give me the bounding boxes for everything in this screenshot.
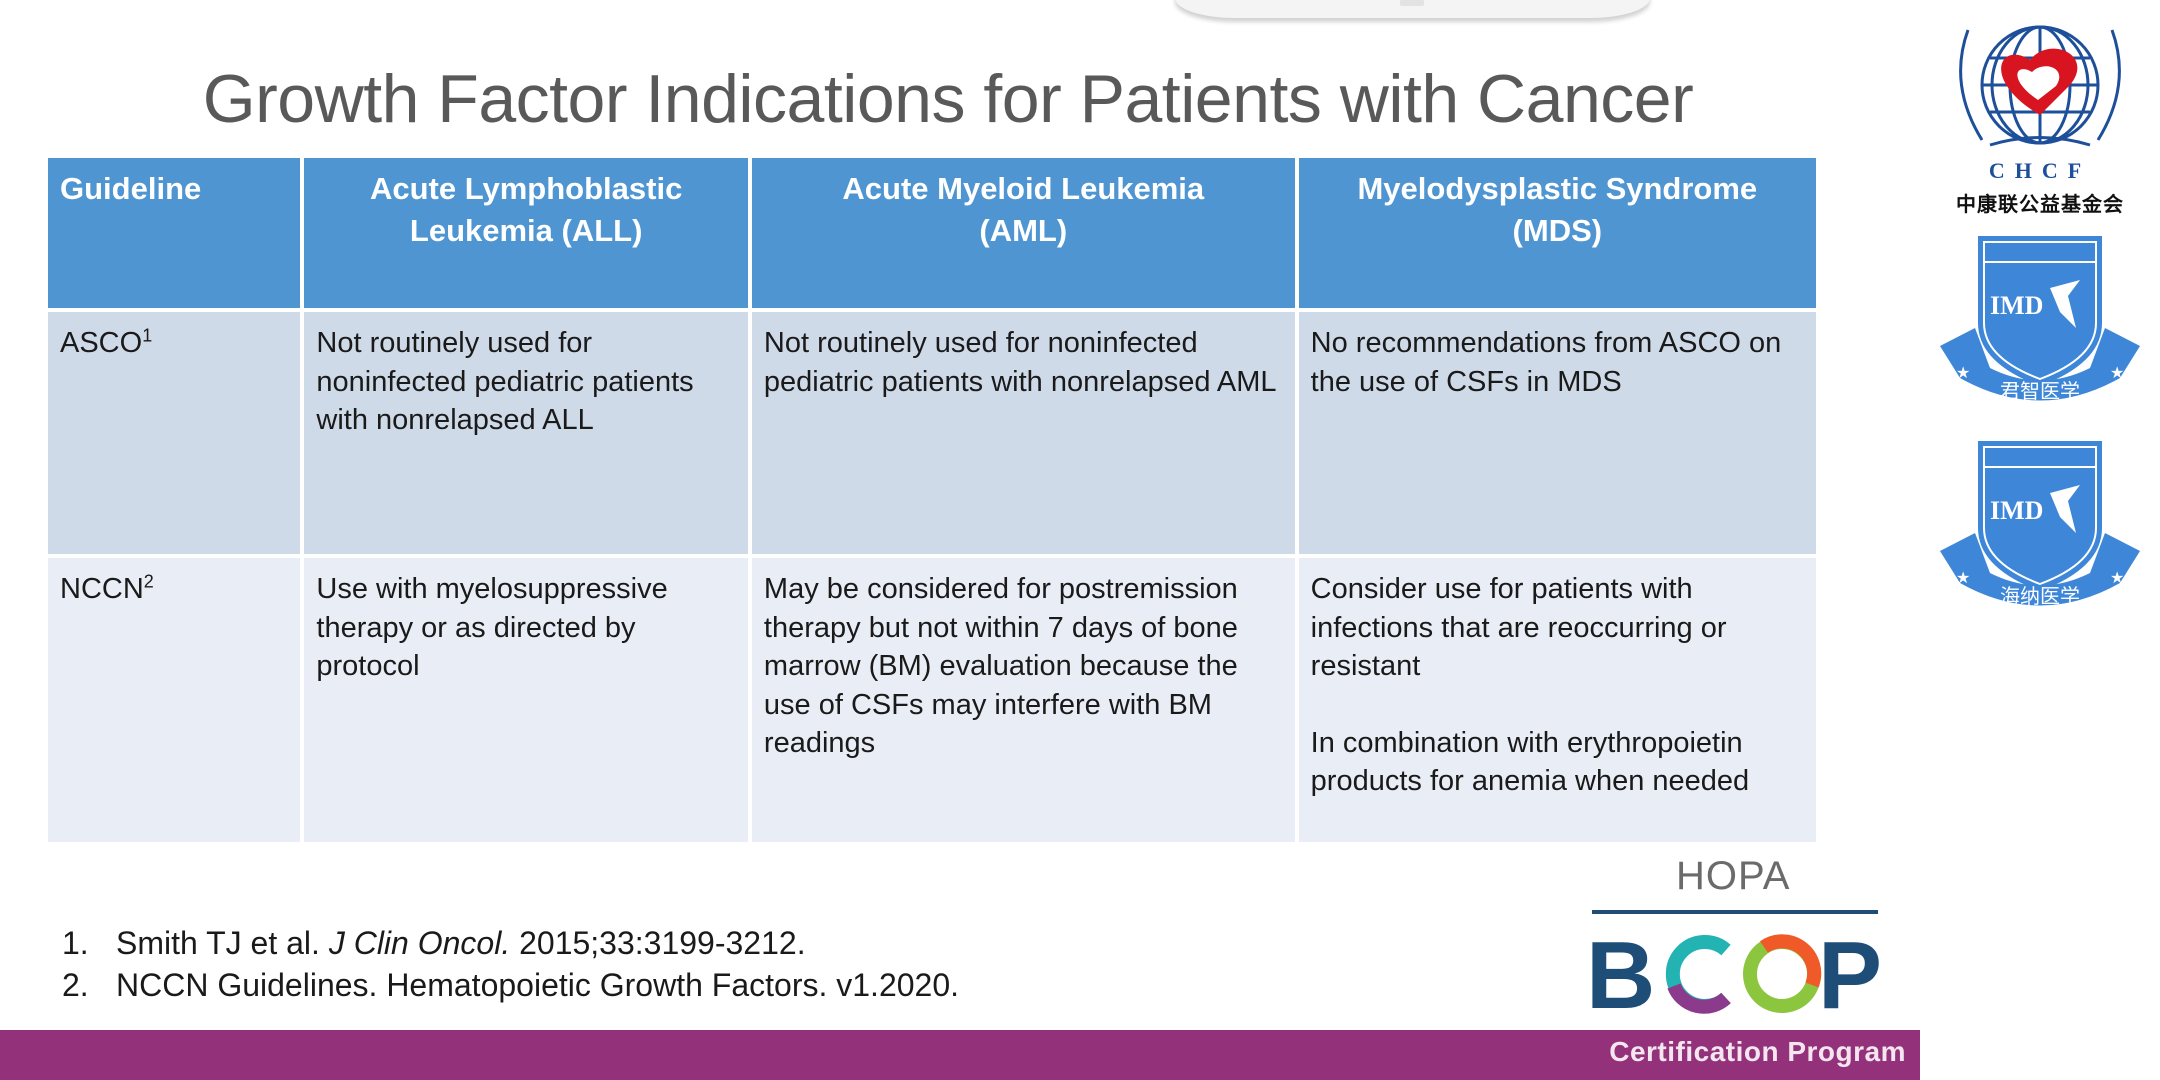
bcop-logo: B P [1586,928,1882,1018]
reference-item: 2. NCCN Guidelines. Hematopoietic Growth … [62,964,959,1006]
reference-number: 2. [62,967,89,1003]
footnote-ref: 1 [142,325,153,346]
slide-title: Growth Factor Indications for Patients w… [202,61,1694,137]
cell-aml: May be considered for postremission ther… [751,558,1295,842]
chcf-chinese-name: 中康联公益基金会 [1956,194,2124,216]
svg-text:★: ★ [1956,570,1970,587]
paragraph-spacer [1311,686,1804,724]
certification-program-label: Certification Program [1609,1036,1906,1067]
cell-guideline: ASCO1 [48,312,301,558]
hopa-logo-text: HOPA [1676,854,1791,898]
header-mds-line1: Myelodysplastic Syndrome [1357,171,1758,206]
cell-guideline: NCCN2 [48,558,301,842]
footnote-ref: 2 [143,571,154,592]
reference-citation: 2015;33:3199-3212. [510,925,806,961]
sponsor-sidebar: CHCF 中康联公益基金会 IMD ★ ★ 君智医学 IMD ★ ★ 海纳医学 [1920,0,2160,1080]
device-edge-decoration [1175,0,1650,18]
references-list: 1. Smith TJ et al. J Clin Oncol. 2015;33:… [62,922,959,1006]
imd-haina-logo: IMD ★ ★ 海纳医学 [1940,441,2140,608]
imd-junzhi-logo: IMD ★ ★ 君智医学 [1940,236,2140,403]
svg-text:★: ★ [2110,570,2124,587]
svg-text:君智医学: 君智医学 [2000,379,2080,403]
cell-all: Not routinely used for noninfected pedia… [304,312,748,558]
mds-paragraph-1: Consider use for patients with infection… [1310,573,1727,682]
chcf-globe-icon [1959,25,2121,147]
guideline-table: Guideline Acute Lymphoblastic Leukemia (A… [44,158,1820,842]
guideline-name: ASCO [60,327,143,359]
svg-text:IMD: IMD [1990,291,2043,320]
reference-authors: Smith TJ et al. [116,925,329,961]
reference-item: 1. Smith TJ et al. J Clin Oncol. 2015;33:… [62,922,959,964]
cell-mds: No recommendations from ASCO on the use … [1298,312,1816,558]
header-mds-line2: (MDS) [1512,213,1603,248]
header-guideline-label: Guideline [60,171,202,206]
reference-number: 1. [62,925,89,961]
mds-paragraph-2: In combination with erythropoietin produ… [1310,726,1750,798]
cell-mds: Consider use for patients with infection… [1298,558,1816,842]
header-aml: Acute Myeloid Leukemia (AML) [751,158,1295,312]
table-header-row: Guideline Acute Lymphoblastic Leukemia (A… [48,158,1816,312]
svg-text:★: ★ [1956,365,1970,382]
header-mds: Myelodysplastic Syndrome (MDS) [1298,158,1816,312]
svg-text:P: P [1818,928,1882,1018]
hopa-divider [1592,910,1878,914]
cell-aml: Not routinely used for noninfected pedia… [751,312,1295,558]
table-row: NCCN2 Use with myelosuppressive therapy … [48,558,1816,842]
header-all-line2: Leukemia (ALL) [409,213,643,248]
svg-text:海纳医学: 海纳医学 [2000,584,2080,608]
reference-text: NCCN Guidelines. Hematopoietic Growth Fa… [116,967,960,1003]
header-aml-line2: (AML) [979,213,1068,248]
cell-all: Use with myelosuppressive therapy or as … [304,558,748,842]
header-guideline: Guideline [48,158,301,312]
svg-text:IMD: IMD [1990,496,2043,525]
svg-text:★: ★ [2110,365,2124,382]
table-row: ASCO1 Not routinely used for noninfected… [48,312,1816,558]
svg-text:B: B [1586,928,1655,1018]
guideline-name: NCCN [60,573,144,605]
header-aml-line1: Acute Myeloid Leukemia [842,171,1205,206]
header-all: Acute Lymphoblastic Leukemia (ALL) [304,158,748,312]
header-all-line1: Acute Lymphoblastic [369,171,683,206]
reference-journal: J Clin Oncol. [328,925,511,961]
chcf-abbreviation: CHCF [1988,158,2092,183]
footer-bar: Certification Program [0,1030,1922,1080]
device-notch [1400,0,1424,6]
